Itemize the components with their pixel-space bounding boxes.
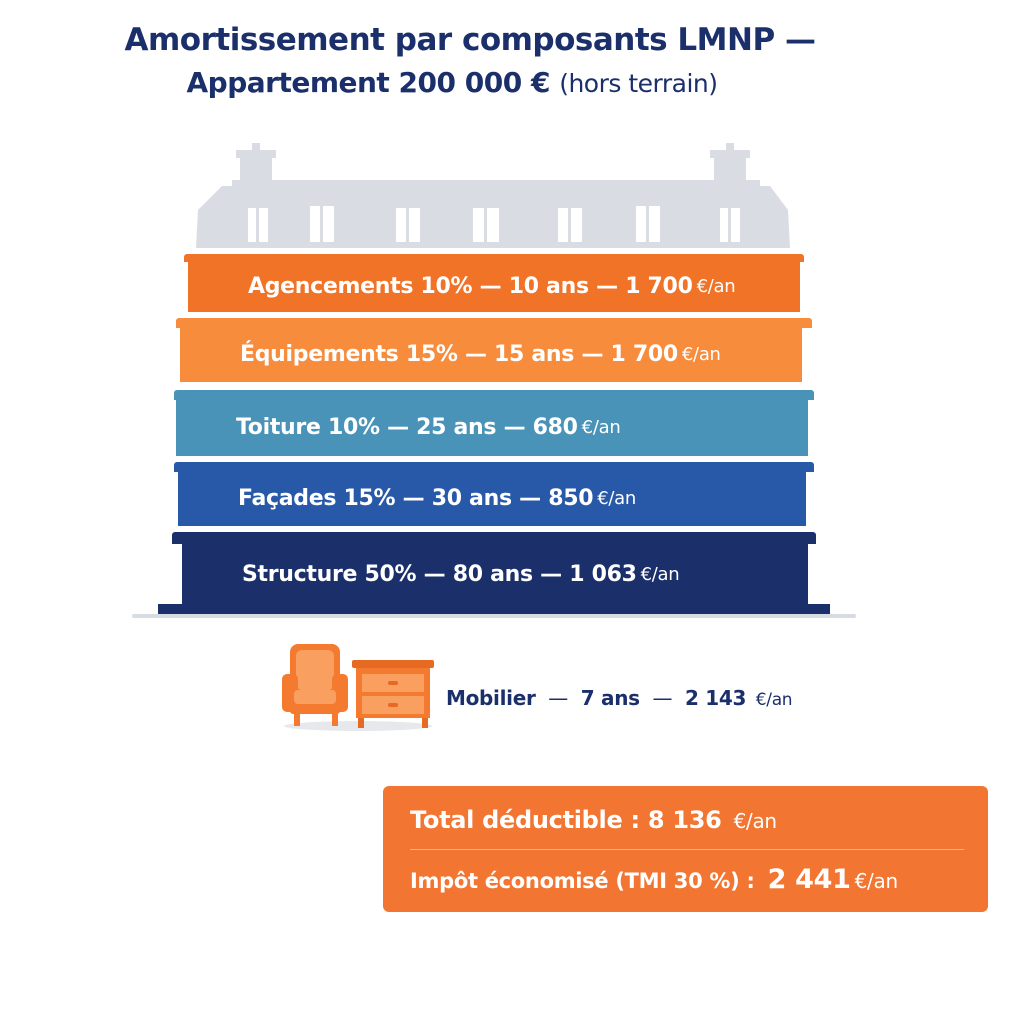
band-percent: 10% xyxy=(420,273,473,299)
furniture-icon xyxy=(282,644,434,731)
band-unit: €/an xyxy=(696,275,736,297)
subtitle-bold: Appartement 200 000 € xyxy=(186,66,550,99)
band-duration: 80 ans xyxy=(452,561,533,587)
tax-saved: Impôt économisé (TMI 30 %) : 2 441 €/an xyxy=(410,864,898,895)
page-title: Amortissement par composants LMNP — xyxy=(124,22,816,58)
band-unit: €/an xyxy=(681,343,721,365)
total-deductible-label: Total déductible : xyxy=(410,806,640,834)
band-duration: 30 ans xyxy=(431,485,512,511)
total-deductible-value: 8 136 xyxy=(647,806,722,834)
band-percent: 15% xyxy=(343,485,396,511)
building-roof-icon xyxy=(196,143,790,248)
band-amount: 1 700 xyxy=(625,273,693,299)
page-subtitle: Appartement 200 000 € (hors terrain) xyxy=(0,66,904,99)
band-cap-structure xyxy=(172,532,816,544)
band-percent: 50% xyxy=(364,561,417,587)
component-band-equipements: Équipements 15% — 15 ans — 1 700 €/an xyxy=(180,326,802,382)
component-band-toiture: Toiture 10% — 25 ans — 680 €/an xyxy=(176,398,808,456)
building-base xyxy=(158,604,830,616)
mobilier-label: Mobilier — 7 ans — 2 143 €/an xyxy=(446,686,793,710)
mobilier-name: Mobilier xyxy=(446,686,536,710)
band-cap-toiture xyxy=(174,390,814,400)
band-amount: 1 063 xyxy=(569,561,637,587)
band-duration: 25 ans xyxy=(416,414,497,440)
band-label: Toiture xyxy=(236,414,321,440)
band-percent: 10% xyxy=(327,414,380,440)
band-amount: 680 xyxy=(532,414,578,440)
band-label: Structure xyxy=(242,561,358,587)
subtitle-note: (hors terrain) xyxy=(559,69,718,98)
band-amount: 1 700 xyxy=(610,341,679,367)
total-deductible-unit: €/an xyxy=(733,809,778,833)
mobilier-duration: 7 ans xyxy=(580,686,640,710)
band-duration: 10 ans xyxy=(508,273,589,299)
band-label: Équipements xyxy=(240,341,399,367)
component-band-structure: Structure 50% — 80 ans — 1 063 €/an xyxy=(182,542,808,606)
ground-line xyxy=(132,614,856,618)
totals-box: Total déductible : 8 136 €/an Impôt écon… xyxy=(383,786,988,912)
mobilier-amount: 2 143 xyxy=(684,686,747,710)
band-amount: 850 xyxy=(548,485,594,511)
band-cap-facades xyxy=(174,462,814,472)
band-unit: €/an xyxy=(597,487,636,509)
band-percent: 15% xyxy=(405,341,458,367)
component-band-facades: Façades 15% — 30 ans — 850 €/an xyxy=(178,470,806,526)
band-unit: €/an xyxy=(581,416,621,438)
tax-saved-unit: €/an xyxy=(854,869,899,893)
band-label: Agencements xyxy=(248,273,414,299)
band-cap-agencements xyxy=(184,254,804,262)
component-band-agencements: Agencements 10% — 10 ans — 1 700 €/an xyxy=(188,260,800,312)
tax-saved-value: 2 441 xyxy=(767,864,851,895)
band-cap-equipements xyxy=(176,318,812,328)
band-duration: 15 ans xyxy=(494,341,575,367)
totals-divider xyxy=(410,849,964,850)
band-label: Façades xyxy=(238,485,337,511)
tax-saved-label: Impôt économisé (TMI 30 %) : xyxy=(410,869,755,893)
mobilier-unit: €/an xyxy=(755,690,793,710)
total-deductible: Total déductible : 8 136 €/an xyxy=(410,806,777,834)
band-unit: €/an xyxy=(640,563,680,585)
